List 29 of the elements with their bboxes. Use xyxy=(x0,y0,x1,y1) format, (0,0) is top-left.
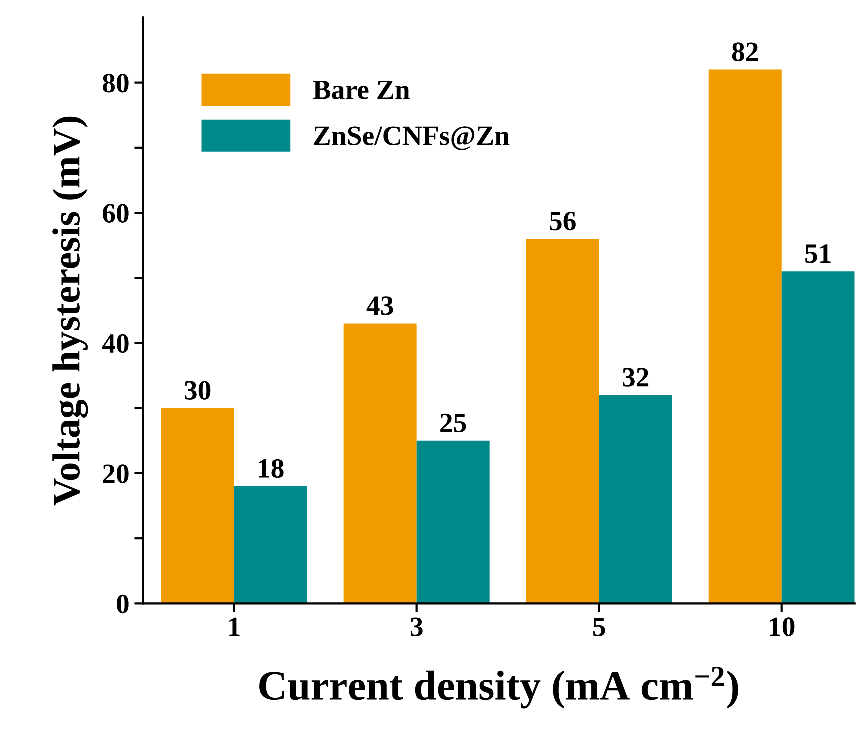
y-tick-label: 80 xyxy=(103,74,129,93)
y-tick-label: 60 xyxy=(103,204,129,223)
bar xyxy=(161,408,234,604)
legend-label: Bare Zn xyxy=(313,80,410,100)
y-tick-label: 20 xyxy=(103,464,129,484)
data-label: 56 xyxy=(550,212,576,231)
x-tick-label: 1 xyxy=(230,618,240,636)
data-label: 51 xyxy=(806,244,831,264)
x-tick-label: 3 xyxy=(410,618,423,636)
bar xyxy=(708,70,782,604)
legend-label: ZnSe/CNFs@Zn xyxy=(314,126,510,150)
y-tick-label: 0 xyxy=(117,594,129,614)
y-tick-label: 40 xyxy=(102,334,129,354)
y-axis-title: Voltage hysteresis (mV) xyxy=(52,116,88,506)
data-label: 43 xyxy=(366,296,394,316)
bar xyxy=(526,239,600,604)
x-tick-label: 5 xyxy=(594,618,606,636)
bar xyxy=(599,395,672,604)
data-label: 82 xyxy=(732,42,758,62)
data-label: 25 xyxy=(440,414,466,432)
x-tick-label: 10 xyxy=(770,618,795,636)
bar xyxy=(234,486,308,604)
data-label: 18 xyxy=(259,459,284,478)
data-label: 30 xyxy=(184,381,211,400)
bar xyxy=(344,324,417,604)
data-label: 32 xyxy=(623,368,649,387)
bar xyxy=(416,440,490,604)
bar xyxy=(782,272,855,604)
x-axis-title: Current density (mA cm$^{−2}$) xyxy=(260,667,738,709)
